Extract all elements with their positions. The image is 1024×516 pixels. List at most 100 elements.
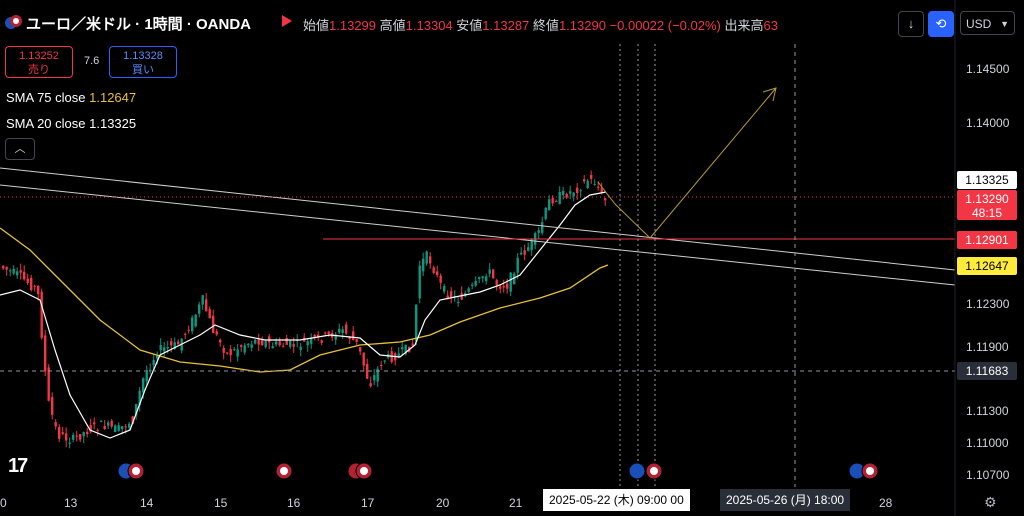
buy-label: 買い <box>132 64 154 76</box>
candle-body <box>103 426 106 429</box>
sma20-label: SMA 20 close <box>6 116 86 131</box>
candle-body <box>47 367 50 401</box>
candle-body <box>481 276 484 279</box>
candle-body <box>142 378 145 393</box>
eur-usd-flag-icon <box>5 15 22 29</box>
candle-body <box>93 422 96 425</box>
candle-body <box>40 291 43 338</box>
candle-body <box>306 341 309 346</box>
candle-body <box>555 201 558 203</box>
candle-body <box>425 251 428 264</box>
candle-body <box>439 275 442 283</box>
price-tick: 1.11300 <box>966 404 1009 418</box>
candle-body <box>604 198 607 201</box>
candle-body <box>271 346 274 349</box>
candle-body <box>502 286 505 288</box>
sma20-line <box>0 191 607 439</box>
candle-body <box>376 368 379 382</box>
price-tick: 1.14000 <box>966 116 1010 130</box>
candle-body <box>485 276 488 282</box>
candle-body <box>201 295 204 305</box>
symbol-title[interactable]: ユーロ／米ドル · 1時間 · OANDA <box>26 16 252 33</box>
tradingview-logo[interactable]: 17 <box>8 455 28 477</box>
bar-countdown: 48:15 <box>971 206 1003 220</box>
candle-body <box>128 423 131 428</box>
close-price: 1.13290 <box>965 192 1009 206</box>
candle-body <box>593 184 596 186</box>
candle-body <box>30 277 33 290</box>
open-value: 1.13299 <box>329 18 377 33</box>
candle-body <box>191 317 194 332</box>
sell-button[interactable]: 1.13252 売り <box>5 46 73 78</box>
candle-body <box>506 283 509 289</box>
economic-event-icon[interactable] <box>848 462 882 480</box>
candle-body <box>586 180 589 188</box>
buy-price: 1.13328 <box>123 50 163 62</box>
candle-body <box>583 179 586 182</box>
candle-body <box>362 352 365 366</box>
candle-body <box>516 257 519 273</box>
candle-body <box>551 197 554 204</box>
candle-body <box>222 347 225 353</box>
sma75-legend[interactable]: SMA 75 close 1.12647 <box>6 90 136 105</box>
candle-body <box>89 425 92 432</box>
high-value: 1.13304 <box>405 18 453 33</box>
economic-event-icon[interactable] <box>272 462 306 480</box>
projection-arrowhead <box>762 87 777 102</box>
candle-body <box>299 346 302 350</box>
candle-body <box>597 186 600 188</box>
currency-select[interactable]: USD ▼ <box>960 11 1015 35</box>
candle-body <box>488 269 491 274</box>
candle-body <box>173 342 176 349</box>
sma20-legend[interactable]: SMA 20 close 1.13325 <box>6 116 136 131</box>
economic-event-icon[interactable] <box>117 462 151 480</box>
economic-event-icon[interactable] <box>628 462 662 480</box>
time-tick: 20 <box>436 496 450 510</box>
crosshair-time-label: 2025-05-22 (木) 09:00 00 <box>543 489 690 511</box>
candle-body <box>240 345 243 347</box>
candle-body <box>436 271 439 276</box>
candle-body <box>373 375 376 381</box>
candle-body <box>9 270 12 272</box>
candle-body <box>257 339 260 345</box>
price-tick: 1.11900 <box>966 340 1009 354</box>
candle-body <box>131 416 134 424</box>
candle-body <box>310 338 313 344</box>
candle-body <box>12 268 15 274</box>
candle-body <box>268 336 271 343</box>
candle-body <box>250 344 253 348</box>
candle-body <box>366 364 369 379</box>
candle-body <box>212 315 215 334</box>
candle-body <box>383 360 386 362</box>
low-value: 1.13287 <box>482 18 530 33</box>
candle-body <box>590 174 593 179</box>
candle-body <box>163 347 166 352</box>
download-icon[interactable]: ↓ <box>898 11 924 37</box>
sync-icon[interactable]: ⟲ <box>928 11 954 37</box>
candle-body <box>282 346 285 348</box>
chevron-up-icon: ︿ <box>14 143 26 155</box>
candle-body <box>215 331 218 335</box>
candle-body <box>338 328 341 333</box>
gear-icon[interactable]: ⚙ <box>984 494 997 510</box>
candle-body <box>170 341 173 346</box>
collapse-legend-button[interactable]: ︿ <box>5 138 35 160</box>
candle-body <box>289 340 292 347</box>
time-tick: 15 <box>214 496 228 510</box>
candle-body <box>404 344 407 355</box>
economic-event-icon[interactable] <box>346 462 380 480</box>
sell-label: 売り <box>28 64 50 76</box>
buy-button[interactable]: 1.13328 買い <box>109 46 177 78</box>
open-label: 始値 <box>303 18 330 33</box>
sma75-price-tag: 1.12647 <box>957 257 1017 275</box>
candle-body <box>229 349 232 356</box>
candle-body <box>397 353 400 358</box>
sma75-label: SMA 75 close <box>6 90 86 105</box>
candle-body <box>86 432 89 435</box>
candle-body <box>243 345 246 353</box>
candle-body <box>152 360 155 365</box>
time-tick: 17 <box>361 496 375 510</box>
candle-body <box>100 420 103 423</box>
candle-body <box>247 343 250 346</box>
